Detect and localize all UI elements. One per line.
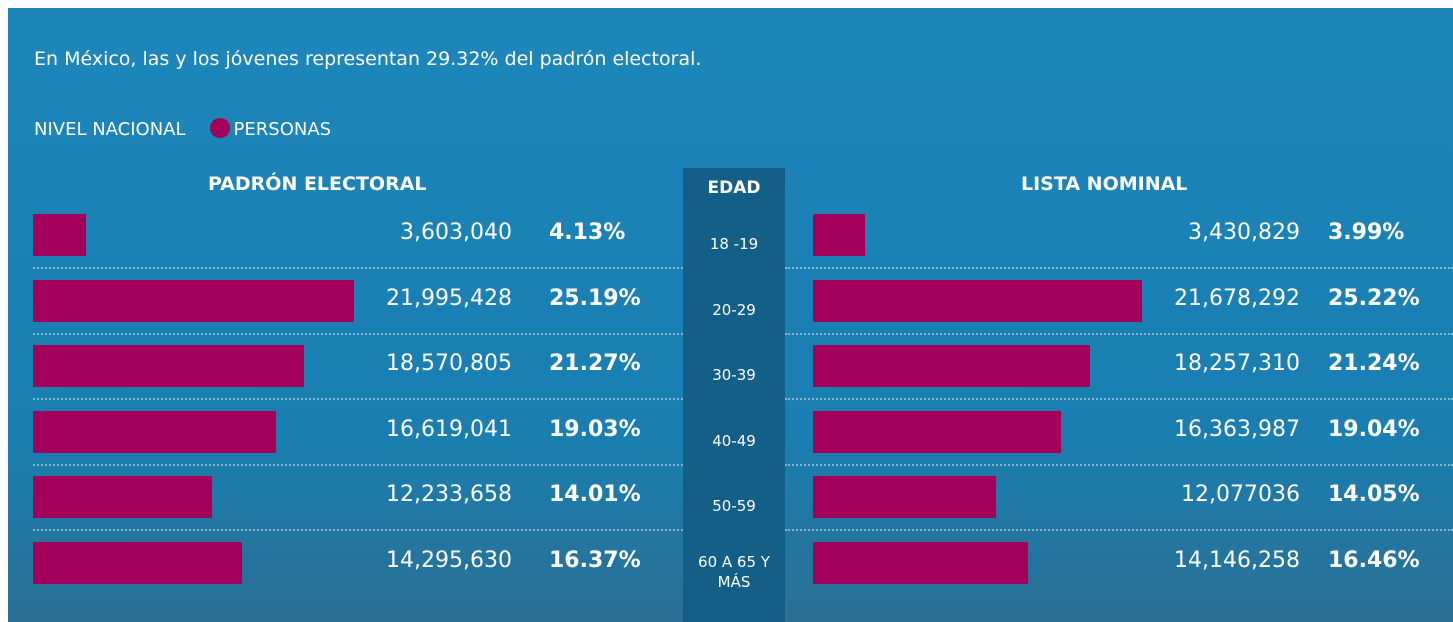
age-label: 40-49 bbox=[712, 431, 756, 450]
legend-entry: PERSONAS bbox=[233, 119, 332, 140]
chart-title: PADRÓN ELECTORAL bbox=[208, 173, 427, 195]
value-label: 18,257,310 bbox=[1174, 351, 1300, 376]
row-separator bbox=[33, 529, 683, 531]
value-label: 21,678,292 bbox=[1174, 285, 1300, 311]
age-label: 30-39 bbox=[712, 366, 756, 384]
share-label: 3.99% bbox=[1328, 220, 1405, 245]
share-label: 16.37% bbox=[549, 547, 641, 573]
row-separator bbox=[33, 332, 683, 335]
share-label: 19.03% bbox=[549, 416, 641, 442]
share-label: 19.04% bbox=[1328, 416, 1420, 442]
share-label: 14.05% bbox=[1328, 482, 1420, 507]
title: En México, las y los jóvenes representan… bbox=[34, 48, 702, 70]
age-column bbox=[683, 168, 785, 622]
value-label: 16,619,041 bbox=[386, 416, 512, 442]
bar bbox=[813, 345, 1091, 387]
age-label: 18 -19 bbox=[709, 235, 759, 253]
age-label: 50-59 bbox=[712, 497, 756, 515]
bar bbox=[813, 214, 866, 256]
value-label: 3,603,040 bbox=[400, 220, 512, 245]
value-label: 21,995,428 bbox=[386, 285, 512, 311]
share-label: 21.27% bbox=[549, 351, 641, 376]
bar bbox=[33, 279, 354, 322]
share-label: 4.13% bbox=[549, 220, 626, 245]
row-separator bbox=[33, 463, 683, 466]
row-separator bbox=[785, 529, 1453, 531]
legend: NIVEL NACIONAL PERSONAS bbox=[34, 118, 331, 140]
value-label: 14,295,630 bbox=[386, 547, 512, 573]
value-label: 14,146,258 bbox=[1174, 547, 1300, 573]
age-label: 60 A 65 Y MÁS bbox=[698, 552, 770, 591]
value-label: 18,570,805 bbox=[386, 351, 512, 376]
bar bbox=[33, 214, 86, 256]
share-label: 25.22% bbox=[1328, 285, 1420, 311]
value-label: 12,077036 bbox=[1181, 482, 1300, 507]
bar bbox=[813, 410, 1062, 453]
chart-title: LISTA NOMINAL bbox=[1021, 173, 1188, 195]
value-label: 16,363,987 bbox=[1174, 416, 1300, 442]
bar bbox=[33, 476, 212, 518]
age-label: 20-29 bbox=[712, 300, 756, 319]
row-separator bbox=[33, 267, 683, 269]
row-separator bbox=[33, 398, 683, 400]
bar bbox=[813, 541, 1028, 584]
share-label: 16.46% bbox=[1328, 547, 1420, 573]
row-separator bbox=[785, 332, 1453, 335]
value-label: 3,430,829 bbox=[1188, 220, 1300, 245]
legend-swatch bbox=[209, 118, 230, 138]
share-label: 14.01% bbox=[549, 482, 641, 507]
row-separator bbox=[785, 398, 1453, 400]
legend-label: NIVEL NACIONAL bbox=[34, 119, 186, 140]
category-header: EDAD bbox=[707, 178, 761, 198]
row-separator bbox=[785, 267, 1453, 269]
bar bbox=[813, 476, 997, 518]
bar bbox=[33, 345, 305, 387]
share-label: 21.24% bbox=[1328, 351, 1420, 376]
bar bbox=[813, 279, 1142, 322]
row-separator bbox=[785, 463, 1453, 466]
bar bbox=[33, 541, 242, 584]
value-label: 12,233,658 bbox=[386, 482, 512, 507]
infographic: En México, las y los jóvenes representan… bbox=[8, 8, 1453, 622]
bar bbox=[33, 410, 276, 453]
share-label: 25.19% bbox=[549, 285, 641, 311]
